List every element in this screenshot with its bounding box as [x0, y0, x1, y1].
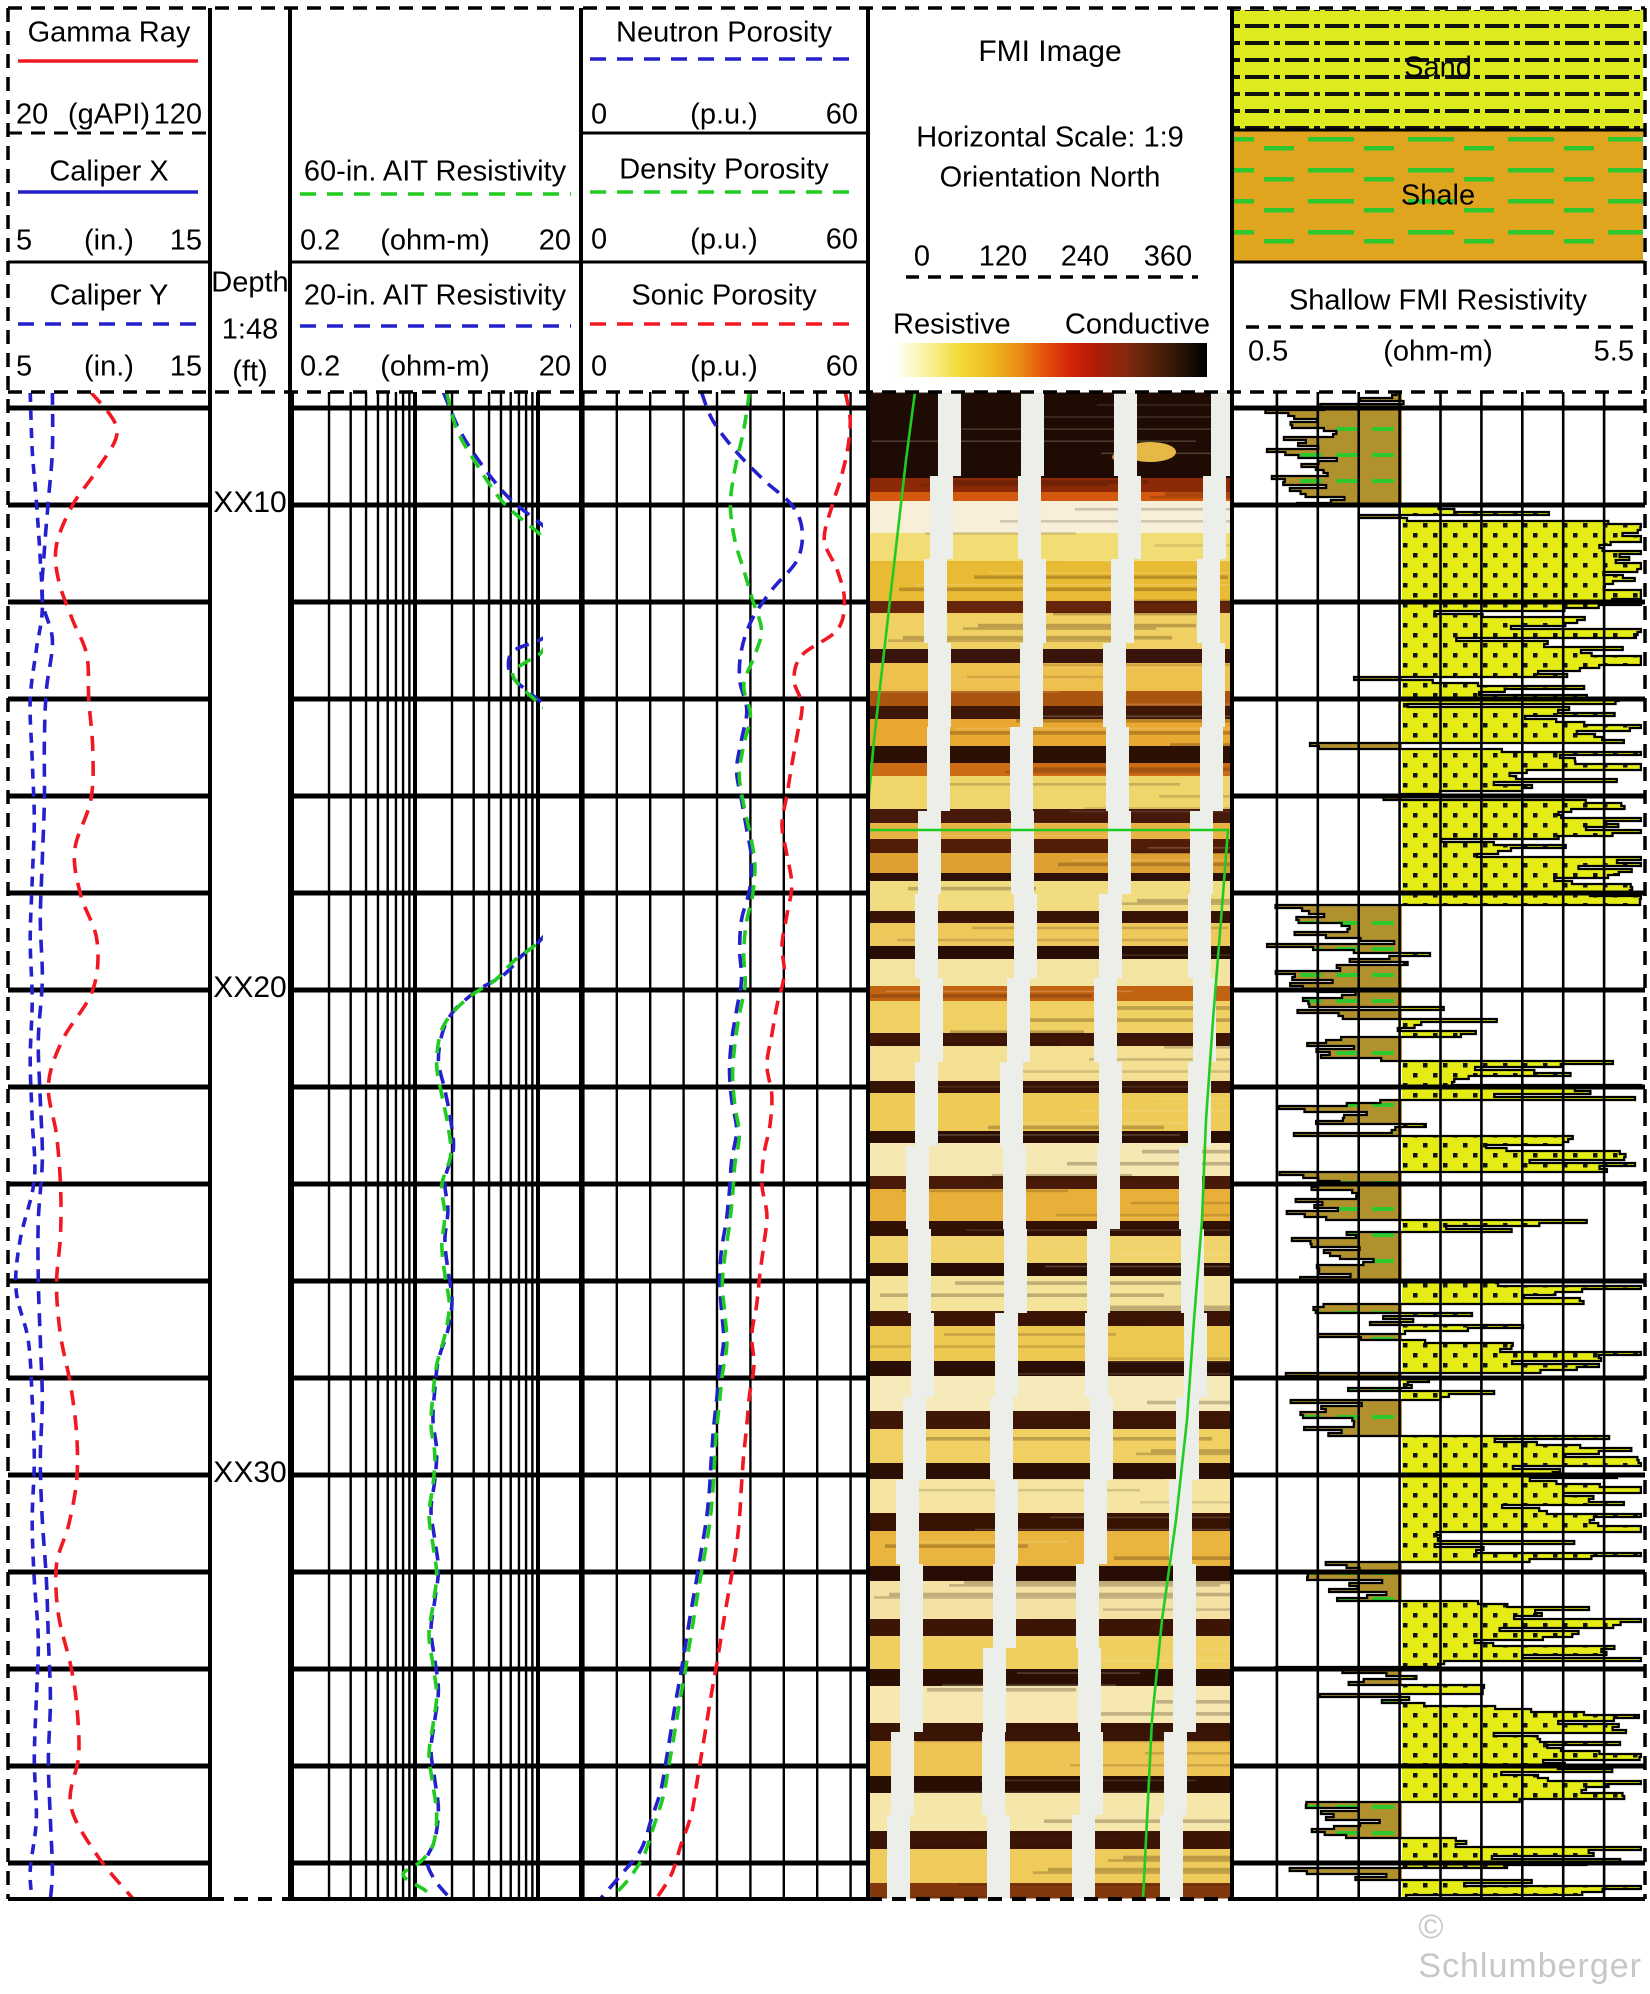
copyright-watermark: © Schlumberger — [1418, 1908, 1642, 1985]
depth-label-xx10: XX10 — [213, 486, 287, 519]
depth-label-xx20: XX20 — [213, 971, 287, 1004]
depth-header-unit: (ft) — [232, 355, 268, 388]
ait20-scale-right: 20 — [538, 350, 571, 383]
gamma-ray-curve — [46, 393, 135, 1898]
neutron-scale-right: 60 — [825, 98, 858, 131]
density-scale-right: 60 — [825, 223, 858, 256]
fmi-horizontal-scale: Horizontal Scale: 1:9 — [916, 121, 1184, 154]
gamma-ray-scale-left: 20 — [16, 98, 49, 131]
caliper-y-title: Caliper Y — [49, 279, 169, 312]
ait20-scale-unit: (ohm-m) — [380, 350, 490, 383]
sonic-title: Sonic Porosity — [631, 279, 817, 312]
grid-lines — [8, 392, 1645, 1899]
ait60-title: 60-in. AIT Resistivity — [303, 155, 567, 188]
caliper-y-scale-right: 15 — [169, 350, 202, 383]
fmi-tick-120: 120 — [978, 240, 1028, 273]
ait-60in-curve — [401, 393, 543, 1898]
ait20-title: 20-in. AIT Resistivity — [303, 279, 567, 312]
sonic-scale-left: 0 — [591, 350, 608, 383]
depth-label-xx30: XX30 — [213, 1456, 287, 1489]
gamma-ray-title: Gamma Ray — [27, 16, 191, 49]
fmi-resistive-label: Resistive — [893, 308, 1011, 341]
fmi-title: FMI Image — [978, 35, 1122, 68]
neutron-scale-unit: (p.u.) — [690, 98, 758, 131]
density-scale-left: 0 — [591, 223, 608, 256]
fmi-tick-0: 0 — [913, 240, 931, 273]
fmi-tick-360: 360 — [1143, 240, 1193, 273]
gamma-ray-scale-right: 120 — [153, 98, 202, 131]
borders — [6, 6, 1647, 1901]
fmi-tick-240: 240 — [1060, 240, 1110, 273]
caliper-y-scale-left: 5 — [16, 350, 33, 383]
density-title: Density Porosity — [619, 153, 829, 186]
caliper-y-scale-unit: (in.) — [84, 350, 134, 383]
shallow-fmi-res-unit: (ohm-m) — [1383, 335, 1493, 368]
ait60-scale-right: 20 — [538, 224, 571, 257]
density-scale-unit: (p.u.) — [690, 223, 758, 256]
depth-header-label: Depth — [211, 266, 289, 299]
neutron-scale-left: 0 — [591, 98, 608, 131]
ait20-scale-left: 0.2 — [300, 350, 341, 383]
neutron-porosity-curve — [598, 393, 805, 1898]
ait-20in-curve — [425, 393, 543, 1898]
gamma-ray-scale-unit: (gAPI) — [67, 98, 151, 131]
depth-header-scale: 1:48 — [221, 313, 279, 346]
shallow-fmi-res-left: 0.5 — [1248, 335, 1289, 368]
ait60-scale-left: 0.2 — [300, 224, 341, 257]
caliper-x-scale-right: 15 — [169, 224, 202, 257]
shale-legend-label: Shale — [1400, 179, 1476, 212]
shallow-res-curve-layer — [1264, 393, 1643, 1898]
caliper-y-curve — [13, 393, 45, 1898]
fmi-orientation: Orientation North — [939, 161, 1161, 194]
caliper-x-title: Caliper X — [49, 155, 169, 188]
caliper-x-curve — [36, 393, 55, 1898]
header-fills — [895, 10, 1643, 377]
fmi-image — [869, 392, 1231, 1899]
caliper-x-scale-unit: (in.) — [84, 224, 134, 257]
neutron-title: Neutron Porosity — [616, 16, 832, 49]
header-legend-lines — [18, 57, 1634, 329]
sonic-scale-unit: (p.u.) — [690, 350, 758, 383]
caliper-x-scale-left: 5 — [16, 224, 33, 257]
shallow-fmi-res-right: 5.5 — [1593, 335, 1634, 368]
shallow-fmi-res-title: Shallow FMI Resistivity — [1288, 284, 1588, 317]
sand-legend-label: Sand — [1404, 51, 1472, 84]
density-porosity-curve — [608, 393, 764, 1898]
fmi-conductive-label: Conductive — [1064, 308, 1210, 341]
sonic-scale-right: 60 — [825, 350, 858, 383]
sonic-porosity-curve — [654, 393, 853, 1898]
ait60-scale-unit: (ohm-m) — [380, 224, 490, 257]
